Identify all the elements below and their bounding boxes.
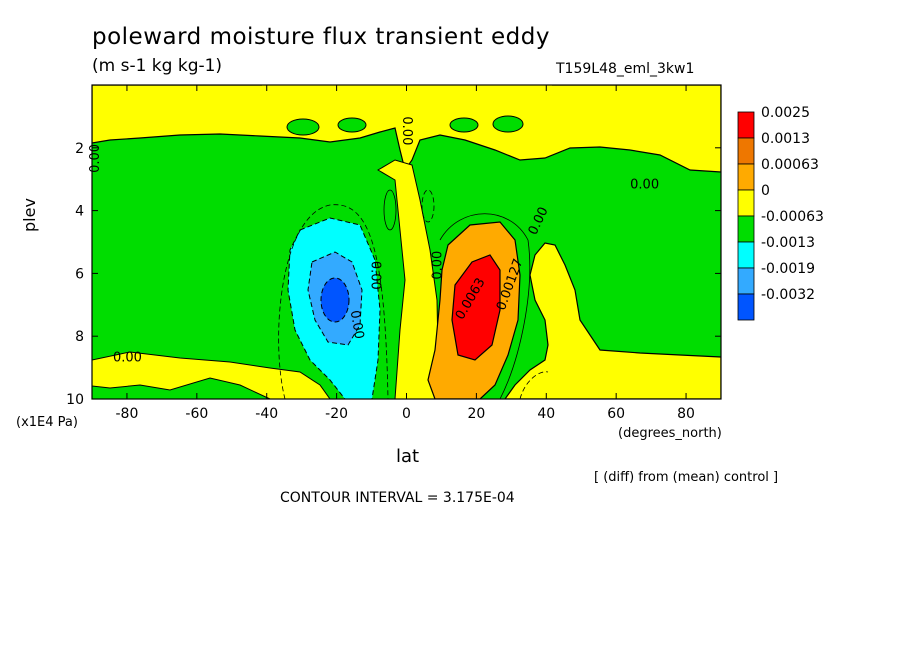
x-tick-label: -20 — [325, 406, 348, 422]
x-tick-label: 0 — [402, 406, 411, 422]
colorbar-label: -0.0032 — [761, 287, 815, 303]
colorbar-label: -0.0013 — [761, 235, 815, 251]
colorbar-label: 0.0025 — [761, 105, 810, 121]
contour-label: 0.00 — [430, 251, 445, 280]
contour-line — [278, 204, 389, 399]
contour-label: 0.00 — [113, 350, 142, 365]
colorbar-swatch — [737, 163, 755, 191]
contour-line — [519, 371, 549, 399]
field-green-pocket — [286, 118, 320, 136]
y-tick-label: 10 — [66, 392, 84, 408]
field-yellow-lowerleft — [92, 351, 331, 399]
x-tick-label: 40 — [537, 406, 555, 422]
colorbar-swatch — [737, 111, 755, 139]
colorbar-swatch — [737, 241, 755, 269]
contour-label: 0.00 — [399, 116, 414, 145]
y-tick-label: 4 — [75, 204, 84, 220]
colorbar-label: 0.0013 — [761, 131, 810, 147]
colorbar-label: 0 — [761, 183, 770, 199]
x-axis-label: lat — [396, 446, 420, 467]
contour-line — [439, 213, 531, 399]
y-tick-label: 8 — [75, 329, 84, 345]
x-tick-label: -80 — [116, 406, 139, 422]
colorbar-label: -0.0019 — [761, 261, 815, 277]
field-green-pocket — [449, 117, 479, 133]
colorbar-swatch — [737, 215, 755, 243]
diff-note: [ (diff) from (mean) control ] — [594, 470, 779, 485]
contour-line — [383, 189, 397, 231]
y-tick-label: 6 — [75, 266, 84, 282]
field-green-pocket — [337, 117, 367, 133]
colorbar-swatch — [737, 267, 755, 295]
y-unit-label: (x1E4 Pa) — [16, 415, 78, 430]
x-tick-label: 80 — [677, 406, 695, 422]
contour-label: 0.00 — [368, 261, 383, 290]
run-label: T159L48_eml_3kw1 — [556, 61, 695, 77]
x-unit-label: (degrees_north) — [618, 426, 722, 441]
x-tick-label: 60 — [607, 406, 625, 422]
contour-line — [421, 189, 435, 223]
field-yellow-upper — [92, 85, 721, 173]
contour-interval-label: CONTOUR INTERVAL = 3.175E-04 — [280, 490, 515, 506]
colorbar-swatch — [737, 293, 755, 321]
field-blue-core — [320, 277, 350, 323]
contour-label: 0.00 — [347, 309, 367, 340]
colorbar-label: 0.00063 — [761, 157, 819, 173]
units-label: (m s-1 kg kg-1) — [92, 56, 223, 76]
field-green-pocket — [492, 115, 524, 133]
x-tick-label: -40 — [255, 406, 278, 422]
chart-title: poleward moisture flux transient eddy — [92, 24, 550, 50]
field-red-core — [451, 254, 501, 361]
y-tick-label: 2 — [75, 141, 84, 157]
colorbar-swatch — [737, 189, 755, 217]
colorbar-label: -0.00063 — [761, 209, 824, 225]
contour-label: 0.00 — [630, 178, 659, 193]
x-tick-label: 20 — [467, 406, 485, 422]
field-yellow-right — [504, 242, 721, 399]
contour-label: 0.00 — [88, 144, 103, 173]
colorbar-swatch — [737, 137, 755, 165]
x-tick-label: -60 — [185, 406, 208, 422]
